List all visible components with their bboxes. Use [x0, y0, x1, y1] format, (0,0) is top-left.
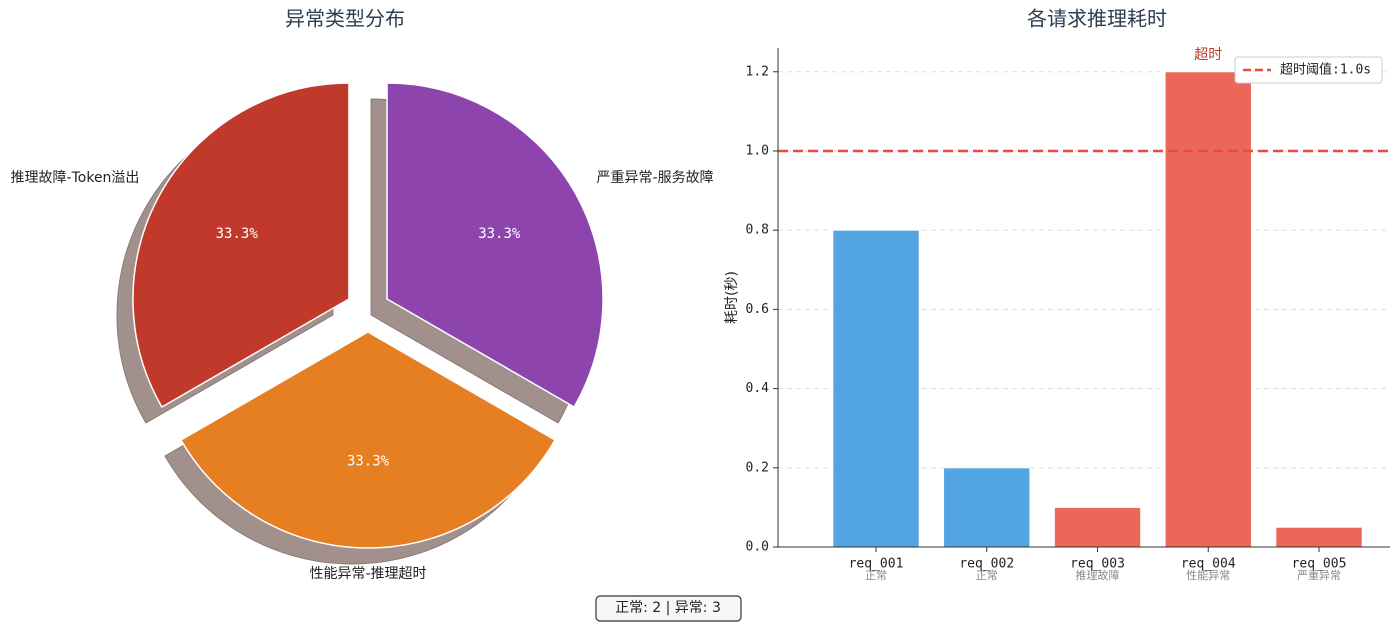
y-tick-label: 0.0 — [746, 540, 769, 555]
x-tick-label: req_001 — [849, 557, 904, 572]
footer-text: 正常: 2 | 异常: 3 — [615, 600, 721, 616]
y-tick-label: 1.0 — [746, 143, 769, 158]
x-tick-label: req_004 — [1181, 557, 1236, 572]
category-label: 推理故障-Token溢出 — [11, 170, 140, 186]
y-tick-label: 0.2 — [746, 460, 769, 475]
legend-label: 超时阈值:1.0s — [1280, 62, 1371, 78]
bar — [943, 467, 1031, 548]
pie-wedge — [179, 331, 557, 549]
annotation: 超时 — [1194, 47, 1222, 63]
category-label: 严重异常-服务故障 — [597, 170, 714, 186]
legend-box — [1234, 56, 1383, 84]
bar — [832, 229, 920, 548]
y-tick-label: 0.6 — [746, 302, 769, 317]
pie-title: 异常类型分布 — [285, 7, 405, 31]
bar-title: 各请求推理耗时 — [1027, 7, 1167, 31]
bar — [1053, 506, 1142, 548]
y-tick-label: 0.4 — [746, 381, 770, 396]
pct-label: 33.3% — [347, 454, 390, 470]
x-tick-label: req_005 — [1292, 557, 1347, 572]
x-sub-label: 正常 — [865, 569, 887, 582]
bar — [1164, 71, 1252, 548]
x-tick-label: req_003 — [1070, 557, 1125, 572]
pie-wedge — [132, 82, 350, 409]
category-label: 性能异常-推理超时 — [309, 566, 426, 582]
pie-wedge — [386, 82, 604, 409]
y-axis-label: 耗时(秒) — [724, 271, 740, 324]
pct-label: 33.3% — [478, 226, 521, 242]
x-sub-label: 正常 — [976, 569, 998, 582]
y-tick-label: 1.2 — [746, 64, 769, 79]
bar — [1275, 526, 1363, 548]
x-sub-label: 性能异常 — [1186, 568, 1230, 582]
x-sub-label: 严重异常 — [1297, 568, 1341, 582]
y-tick-label: 0.8 — [746, 223, 769, 238]
x-tick-label: req_002 — [959, 557, 1014, 572]
pct-label: 33.3% — [216, 226, 259, 242]
footer-box — [595, 595, 742, 622]
x-sub-label: 推理故障 — [1076, 568, 1120, 582]
